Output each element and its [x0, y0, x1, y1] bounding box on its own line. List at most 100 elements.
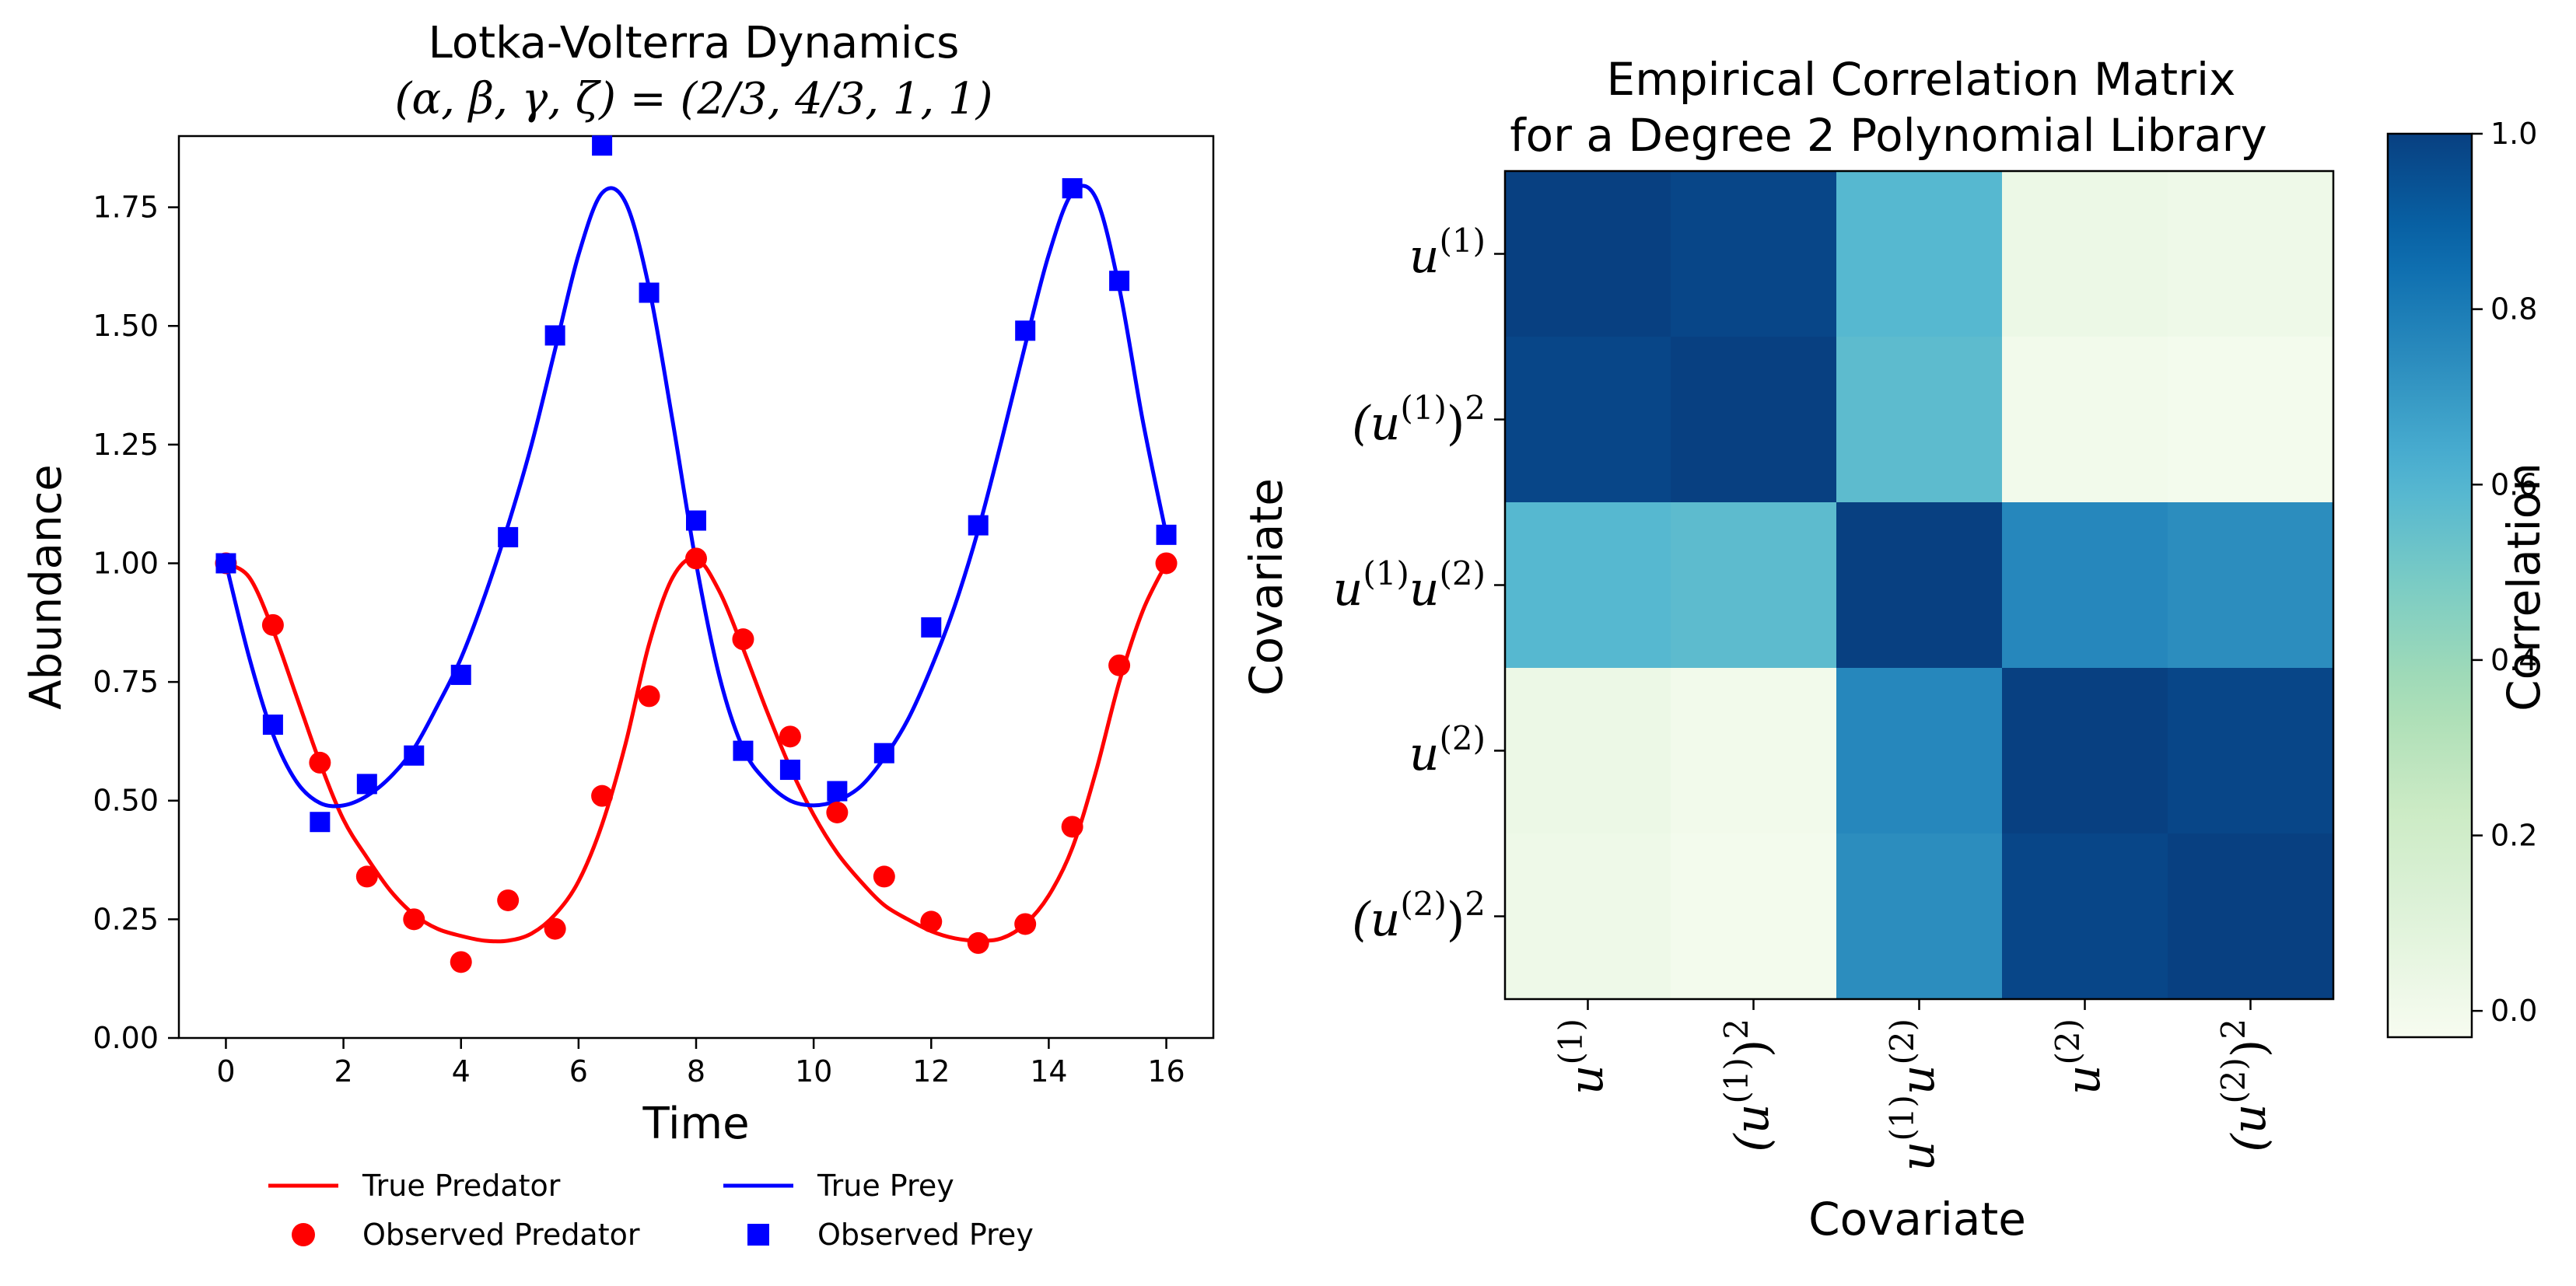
point-observed-predator: [261, 613, 284, 636]
point-observed-predator: [1014, 913, 1037, 935]
point-observed-prey: [262, 715, 283, 736]
lv-legend: True Predator True Prey Observed Predato…: [268, 1169, 1034, 1252]
heatmap-cells: [1505, 171, 2334, 1000]
heatmap-cell: [1836, 171, 2003, 337]
point-observed-predator: [779, 725, 801, 748]
point-observed-prey: [544, 325, 565, 346]
point-observed-predator: [497, 889, 520, 911]
point-observed-prey: [592, 135, 613, 156]
heatmap-cell: [1671, 668, 1837, 834]
heatmap-cell: [2002, 171, 2168, 337]
lv-chart: Lotka-Volterra Dynamics (α, β, γ, ζ) = (…: [21, 18, 1215, 1252]
lv-x-tick-label: 16: [1147, 1054, 1185, 1089]
legend-swatch-observed-predator: [292, 1223, 315, 1246]
heatmap-cell: [2002, 337, 2168, 503]
heatmap-cell: [1836, 337, 2003, 503]
point-observed-predator: [403, 908, 425, 931]
lv-y-tick-label: 0.50: [93, 784, 159, 818]
point-observed-predator: [1061, 816, 1083, 838]
lv-x-tick-label: 4: [452, 1054, 471, 1089]
legend-swatch-observed-prey: [747, 1224, 769, 1246]
point-observed-predator: [873, 865, 895, 888]
point-observed-predator: [967, 931, 989, 954]
corr-y-axis-label: Covariate: [1240, 478, 1293, 696]
heatmap-cell: [1505, 668, 1671, 834]
point-observed-predator: [732, 628, 754, 651]
colorbar-tick-label: 0.0: [2490, 994, 2537, 1028]
colorbar-tick-label: 0.4: [2490, 643, 2537, 677]
heatmap-cell: [1836, 668, 2003, 834]
lv-x-tick-label: 12: [912, 1054, 950, 1089]
point-observed-prey: [450, 664, 471, 685]
heatmap-cell: [2168, 502, 2334, 669]
lv-x-tick-label: 6: [569, 1054, 588, 1089]
row-label-u1: u(1): [1409, 222, 1486, 284]
point-observed-predator: [685, 547, 707, 570]
lv-y-ticks: 0.00 0.25 0.50 0.75 1.00 1.25 1.50 1.75: [93, 190, 179, 1055]
corr-chart-title: Empirical Correlation Matrix: [1607, 53, 2236, 106]
lv-x-ticks: 0 2 4 6 8 10 12 14 16: [216, 1038, 1185, 1089]
point-observed-prey: [404, 745, 425, 766]
lv-x-tick-label: 8: [687, 1054, 705, 1089]
row-label-u1-squared: (u(1))2: [1352, 389, 1486, 451]
point-observed-predator: [638, 685, 660, 708]
colorbar-ticks: 0.0 0.2 0.4 0.6 0.8 1.0: [2472, 117, 2537, 1028]
heatmap-cell: [2002, 833, 2168, 1000]
point-observed-prey: [968, 515, 989, 536]
heatmap-cell: [1505, 502, 1671, 669]
point-observed-predator: [1108, 654, 1131, 676]
point-observed-predator: [920, 910, 943, 933]
point-observed-prey: [1156, 524, 1177, 545]
col-label-u2-squared: (u(2))2: [2214, 1019, 2277, 1152]
heatmap-ticks: [1494, 253, 2252, 1010]
point-observed-predator: [309, 751, 331, 774]
lv-x-tick-label: 14: [1030, 1054, 1067, 1089]
point-observed-predator: [450, 951, 472, 973]
point-observed-prey: [686, 510, 706, 531]
heatmap-cell: [1836, 502, 2003, 669]
point-observed-prey: [873, 743, 894, 764]
heatmap-cell: [1505, 171, 1671, 337]
lv-chart-title: Lotka-Volterra Dynamics: [429, 18, 960, 68]
row-label-u2: u(2): [1409, 719, 1486, 781]
lv-plot-frame: [177, 135, 1215, 1040]
col-label-u2: u(2): [2049, 1019, 2111, 1095]
series-line-true-prey: [224, 183, 1168, 809]
col-label-u1-u2: u(1)u(2): [1883, 1019, 1945, 1171]
point-observed-prey: [1015, 320, 1036, 341]
heatmap-cell: [2168, 171, 2334, 337]
colorbar-label: Correlation: [2497, 463, 2550, 711]
heatmap-cell: [2168, 668, 2334, 834]
point-observed-prey: [310, 812, 331, 833]
colorbar-tick-label: 1.0: [2490, 117, 2537, 151]
lv-y-tick-label: 1.00: [93, 546, 159, 580]
lv-y-tick-label: 1.25: [93, 428, 159, 462]
heatmap-row-labels: u(1) (u(1))2 u(1)u(2) u(2) (u(2))2: [1333, 222, 1486, 947]
heatmap-cell: [2168, 833, 2334, 1000]
lv-y-tick-label: 0.25: [93, 902, 159, 936]
legend-label-observed-predator: Observed Predator: [362, 1218, 640, 1252]
lv-x-axis-label: Time: [642, 1099, 749, 1149]
point-observed-prey: [498, 526, 519, 547]
heatmap-col-labels: u(1) (u(1))2 u(1)u(2) u(2) (u(2))2: [1552, 1019, 2277, 1171]
corr-chart-subtitle: for a Degree 2 Polynomial Library: [1510, 109, 2267, 162]
heatmap-cell: [1836, 833, 2003, 1000]
legend-label-true-prey: True Prey: [817, 1169, 954, 1203]
lv-y-tick-label: 1.50: [93, 309, 159, 343]
col-label-u1-squared: (u(1))2: [1717, 1019, 1780, 1152]
point-observed-predator: [1155, 552, 1178, 575]
lv-y-tick-label: 0.75: [93, 665, 159, 699]
point-observed-predator: [591, 785, 614, 807]
heatmap-cell: [1671, 337, 1837, 503]
point-observed-prey: [639, 282, 660, 303]
lv-y-tick-label: 1.75: [93, 190, 159, 225]
colorbar-tick-label: 0.8: [2490, 292, 2537, 327]
point-observed-prey: [779, 760, 800, 781]
lv-x-tick-label: 10: [795, 1054, 832, 1089]
legend-label-true-predator: True Predator: [362, 1169, 561, 1203]
heatmap-cell: [1505, 833, 1671, 1000]
col-label-u1: u(1): [1552, 1019, 1614, 1095]
lv-plot-area: 0 2 4 6 8 10 12 14 16 0.00 0.25 0.50 0.75 1.00 1.25 1.…: [93, 135, 1215, 1089]
row-label-u2-squared: (u(2))2: [1352, 885, 1486, 947]
